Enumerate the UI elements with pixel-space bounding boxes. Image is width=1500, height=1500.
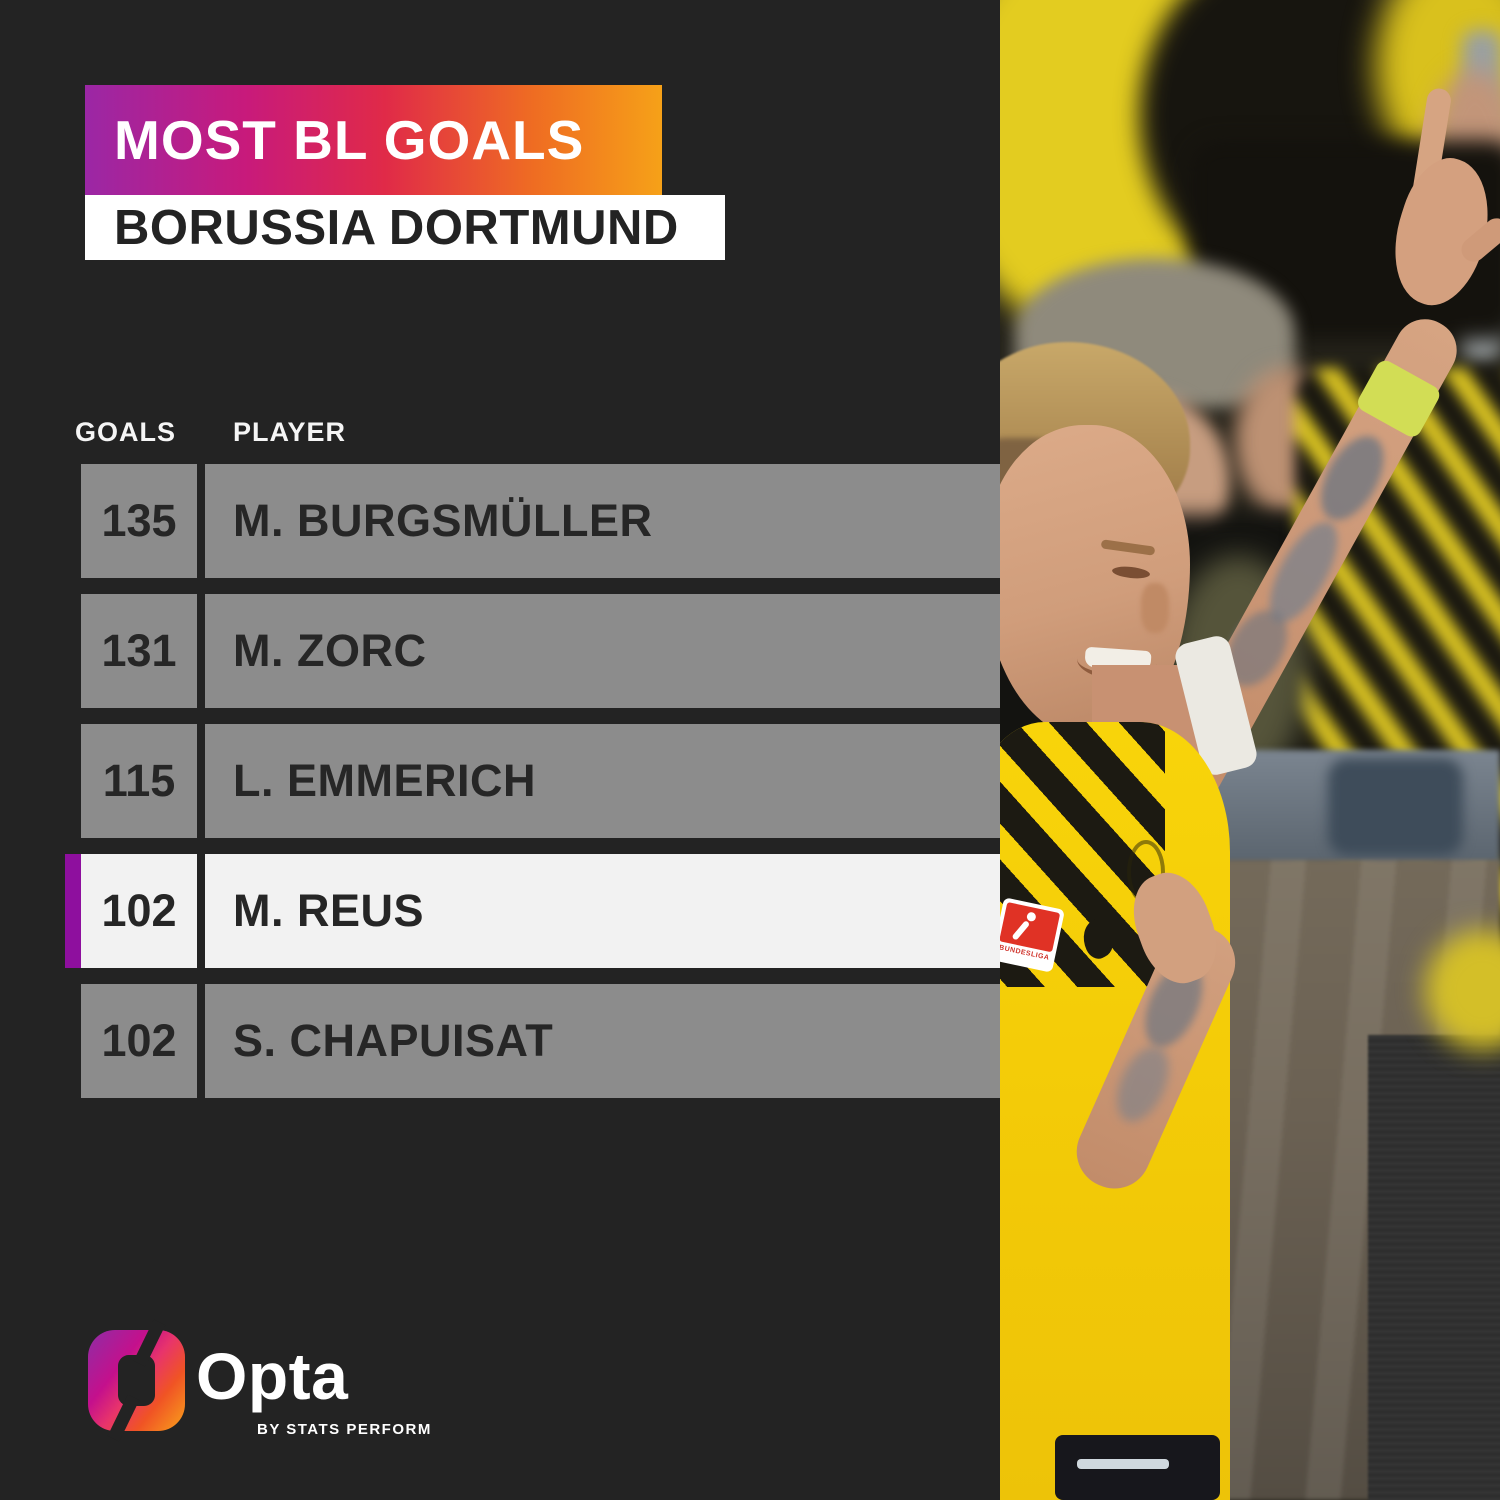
opta-logo-hole [118,1355,155,1406]
stadium-seat [1328,758,1463,856]
bundesliga-figure-icon [1011,920,1031,941]
page-title: MOST BL GOALS [114,109,585,171]
goals-cell: 102 [81,984,197,1098]
title-banner: MOST BL GOALS [85,85,662,195]
row-accent-slot [65,464,81,578]
goals-cell: 102 [81,854,197,968]
black-shorts [1055,1435,1220,1500]
bundesliga-patch-logo [1000,901,1061,953]
table-row: 135 M. BURGSMÜLLER [65,464,1000,578]
opta-logo-cut [107,1394,140,1442]
player-photo: BUNDESLIGA [1000,0,1500,1500]
column-header-player: PLAYER [233,417,347,447]
row-accent-slot [65,724,81,838]
page-subtitle: BORUSSIA DORTMUND [114,200,679,255]
nose [1141,583,1169,633]
dark-textured-panel [1368,1035,1500,1500]
player-cell: L. EMMERICH [205,724,1000,838]
player-cell: S. CHAPUISAT [205,984,1000,1098]
arm-tattoo [1106,1038,1180,1130]
player-cell: M. BURGSMÜLLER [205,464,1000,578]
goals-cell: 115 [81,724,197,838]
eyebrow [1100,539,1156,556]
player-cell: M. ZORC [205,594,1000,708]
table-row-highlighted: 102 M. REUS [65,854,1000,968]
opta-tagline: BY STATS PERFORM [257,1421,432,1438]
subtitle-banner: BORUSSIA DORTMUND [85,195,725,260]
player-cell: M. REUS [205,854,1000,968]
table-row: 102 S. CHAPUISAT [65,984,1000,1098]
opta-wordmark: Opta [196,1339,349,1413]
table-row: 115 L. EMMERICH [65,724,1000,838]
table-row: 131 M. ZORC [65,594,1000,708]
highlight-accent-bar [65,854,81,968]
goals-cell: 135 [81,464,197,578]
goals-cell: 131 [81,594,197,708]
bundesliga-figure-icon [1026,911,1037,923]
shorts-stripe [1077,1459,1169,1469]
column-header-goals: GOALS [75,417,177,447]
row-accent-slot [65,984,81,1098]
opta-logo-icon [88,1319,185,1442]
row-accent-slot [65,594,81,708]
eye [1111,565,1151,580]
